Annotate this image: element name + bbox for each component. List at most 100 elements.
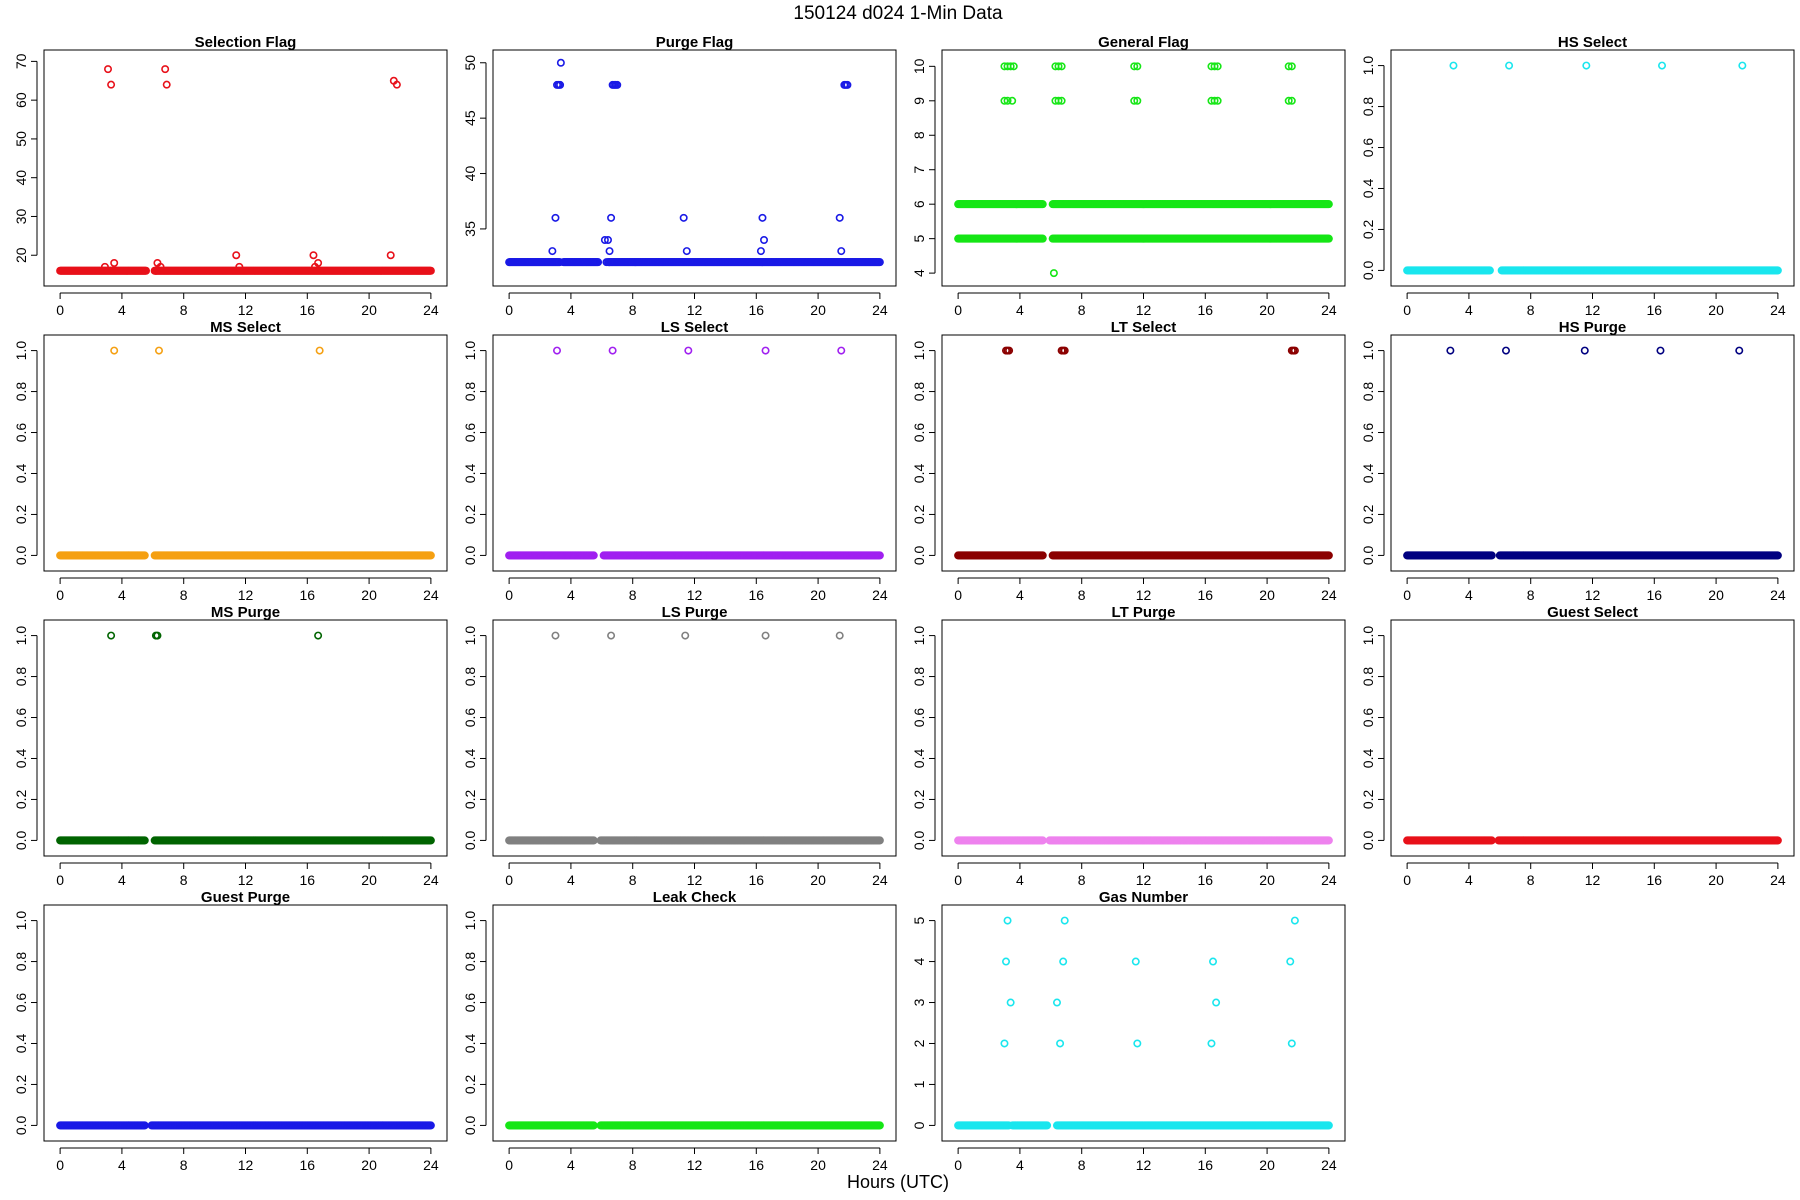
x-tick-label: 12: [238, 587, 254, 603]
x-tick-label: 8: [180, 302, 188, 318]
y-tick-label: 1.0: [462, 341, 478, 361]
data-point: [386, 251, 395, 260]
x-tick-label: 8: [629, 302, 637, 318]
x-tick-label: 0: [954, 587, 962, 603]
data-point: [161, 65, 170, 74]
x-tick-label: 8: [629, 587, 637, 603]
data-point: [835, 213, 844, 222]
series-points: [505, 346, 884, 560]
y-axis: 0.00.20.40.60.81.0: [911, 341, 936, 565]
y-tick-label: 0.8: [911, 382, 927, 402]
x-tick-label: 12: [687, 302, 703, 318]
data-point: [104, 65, 113, 74]
data-point: [608, 346, 617, 355]
data-point: [232, 251, 241, 260]
figure-title: 150124 d024 1-Min Data: [793, 3, 1003, 24]
data-point: [1049, 269, 1058, 278]
y-tick-label: 4: [911, 269, 927, 277]
x-axis: 0 4 8 12 16 20 24: [505, 577, 888, 603]
data-point: [837, 247, 846, 256]
x-tick-label: 4: [1465, 302, 1473, 318]
panel-title: Selection Flag: [195, 34, 297, 51]
data-point: [605, 247, 614, 256]
x-tick-label: 12: [1136, 587, 1152, 603]
data-point: [110, 258, 119, 267]
y-tick-label: 0.6: [911, 423, 927, 443]
data-point: [1658, 61, 1667, 70]
panel-title: Purge Flag: [656, 34, 734, 51]
y-axis: 0.00.20.40.60.81.0: [13, 341, 38, 565]
y-tick-label: 0.0: [13, 545, 29, 565]
data-point: [758, 213, 767, 222]
y-tick-label: 5: [911, 235, 927, 243]
x-axis: 0 4 8 12 16 20 24: [56, 577, 439, 603]
data-point: [594, 258, 603, 267]
series-points: [56, 65, 435, 275]
y-tick-label: 60: [13, 92, 29, 108]
x-tick-label: 4: [118, 302, 126, 318]
data-point: [837, 346, 846, 355]
y-tick-label: 7: [911, 166, 927, 174]
data-point: [875, 258, 884, 267]
y-tick-label: 40: [462, 166, 478, 182]
y-tick-label: 40: [13, 170, 29, 186]
data-point: [1324, 234, 1333, 243]
y-tick-label: 50: [462, 55, 478, 71]
y-tick-label: 0.0: [462, 545, 478, 565]
y-tick-label: 0.8: [13, 382, 29, 402]
data-point: [1505, 61, 1514, 70]
y-tick-label: 45: [462, 110, 478, 126]
x-tick-label: 24: [1321, 587, 1337, 603]
data-point: [760, 236, 769, 245]
x-axis: 0 4 8 12 16 20 24: [505, 292, 888, 318]
data-point: [556, 80, 565, 89]
y-tick-label: 50: [13, 131, 29, 147]
data-point: [1449, 61, 1458, 70]
y-tick-label: 70: [13, 53, 29, 69]
series-points: [954, 346, 1333, 560]
y-tick-label: 20: [13, 247, 29, 263]
x-tick-label: 16: [1198, 302, 1214, 318]
data-point: [110, 346, 119, 355]
data-point: [426, 266, 435, 275]
x-axis: 0 4 8 12 16 20 24: [56, 292, 439, 318]
x-axis: 0 4 8 12 16 20 24: [1403, 292, 1786, 318]
y-tick-label: 0.6: [462, 423, 478, 443]
x-tick-label: 16: [300, 302, 316, 318]
y-tick-label: 0.0: [1360, 260, 1376, 280]
data-point: [154, 346, 163, 355]
data-point: [553, 346, 562, 355]
x-tick-label: 24: [1321, 302, 1337, 318]
data-point: [309, 251, 318, 260]
series-points: [505, 58, 884, 267]
data-point: [107, 80, 116, 89]
data-point: [756, 247, 765, 256]
x-tick-label: 12: [687, 587, 703, 603]
data-point: [392, 80, 401, 89]
y-tick-label: 0.2: [462, 505, 478, 525]
data-point: [1738, 61, 1747, 70]
x-tick-label: 16: [1647, 302, 1663, 318]
x-tick-label: 0: [56, 302, 64, 318]
data-point: [684, 346, 693, 355]
panel-title: LT Select: [1111, 319, 1177, 336]
y-tick-label: 0.4: [1360, 179, 1376, 199]
plot-frame: [941, 49, 1346, 287]
y-tick-label: 0.4: [13, 464, 29, 484]
data-point: [682, 247, 691, 256]
y-tick-label: 0.2: [911, 505, 927, 525]
y-tick-label: 0.0: [911, 545, 927, 565]
plot-frame: [492, 49, 897, 287]
x-tick-label: 16: [300, 587, 316, 603]
x-tick-label: 0: [505, 587, 513, 603]
